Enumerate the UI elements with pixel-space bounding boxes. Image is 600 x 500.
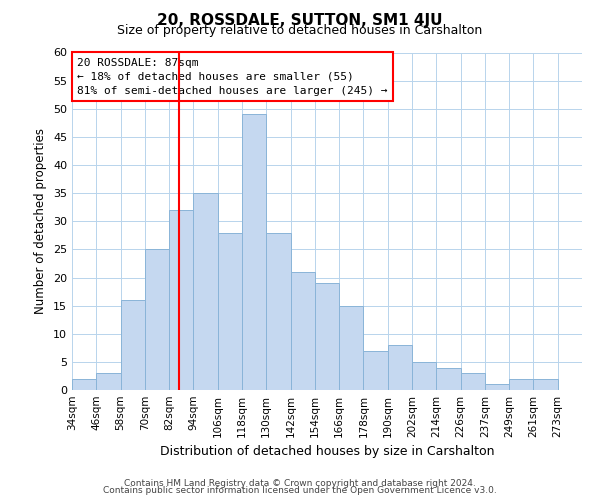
Bar <box>315 283 339 390</box>
Bar <box>218 232 242 390</box>
Bar <box>96 373 121 390</box>
Text: 20 ROSSDALE: 87sqm
← 18% of detached houses are smaller (55)
81% of semi-detache: 20 ROSSDALE: 87sqm ← 18% of detached hou… <box>77 58 388 96</box>
Text: Contains public sector information licensed under the Open Government Licence v3: Contains public sector information licen… <box>103 486 497 495</box>
Bar <box>485 384 509 390</box>
X-axis label: Distribution of detached houses by size in Carshalton: Distribution of detached houses by size … <box>160 446 494 458</box>
Bar <box>242 114 266 390</box>
Bar <box>290 272 315 390</box>
Bar <box>266 232 290 390</box>
Bar <box>364 350 388 390</box>
Bar <box>533 379 558 390</box>
Bar <box>436 368 461 390</box>
Text: Contains HM Land Registry data © Crown copyright and database right 2024.: Contains HM Land Registry data © Crown c… <box>124 478 476 488</box>
Text: Size of property relative to detached houses in Carshalton: Size of property relative to detached ho… <box>118 24 482 37</box>
Bar <box>388 345 412 390</box>
Bar <box>145 250 169 390</box>
Y-axis label: Number of detached properties: Number of detached properties <box>34 128 47 314</box>
Text: 20, ROSSDALE, SUTTON, SM1 4JU: 20, ROSSDALE, SUTTON, SM1 4JU <box>157 12 443 28</box>
Bar <box>412 362 436 390</box>
Bar <box>169 210 193 390</box>
Bar <box>509 379 533 390</box>
Bar <box>72 379 96 390</box>
Bar <box>339 306 364 390</box>
Bar <box>193 193 218 390</box>
Bar <box>461 373 485 390</box>
Bar <box>121 300 145 390</box>
